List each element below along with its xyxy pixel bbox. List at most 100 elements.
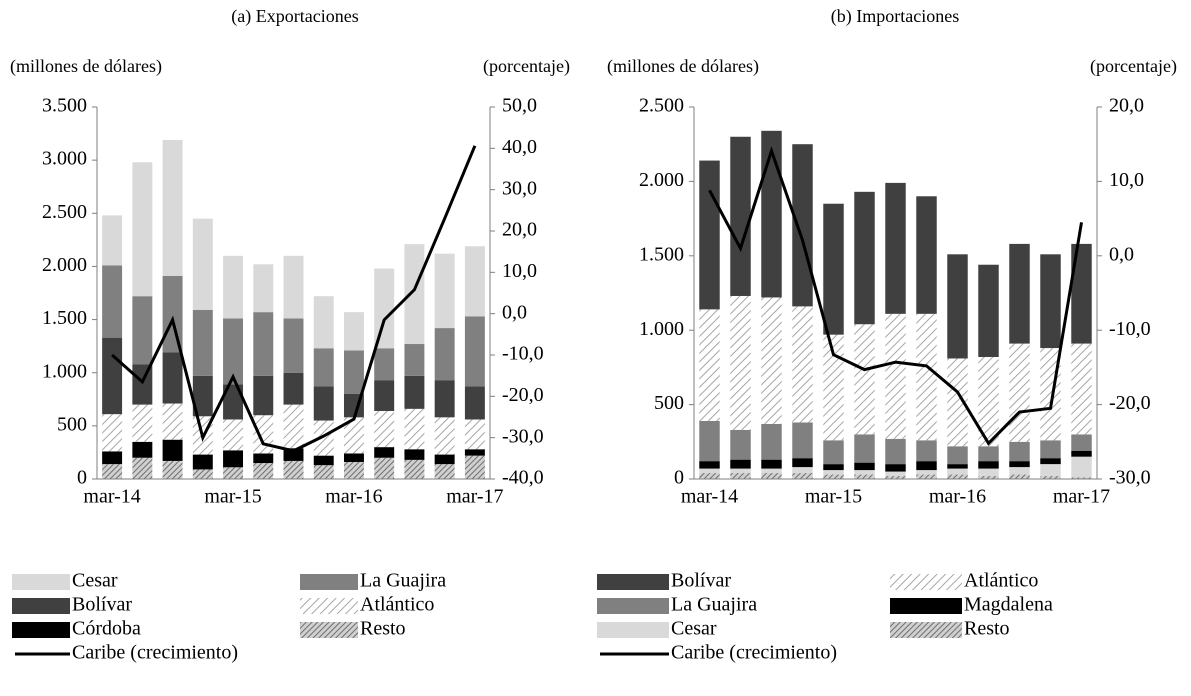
legend-label: La Guajira	[671, 594, 757, 616]
bar-segment	[283, 255, 304, 319]
bar-segment	[1040, 458, 1061, 465]
bar-segment	[978, 461, 999, 469]
bar-segment	[792, 467, 813, 474]
bar-segment	[283, 448, 304, 461]
bar-segment	[102, 414, 123, 452]
bar-segment	[253, 463, 274, 479]
bar-segment	[374, 348, 395, 381]
bar-segment	[916, 474, 937, 479]
bar-segment	[1071, 450, 1092, 457]
bar-segment	[761, 468, 782, 474]
bar-segment	[374, 268, 395, 349]
bar-segment	[192, 218, 213, 311]
bar-segment	[1040, 464, 1061, 477]
bar-segment	[434, 380, 455, 418]
bar-segment	[947, 474, 968, 479]
bar-segment	[404, 408, 425, 450]
y-tick-label: 500	[654, 392, 684, 414]
y2-tick-label: 20,0	[502, 219, 537, 241]
y2-tick-label: 10,0	[1109, 169, 1144, 191]
y-tick-label: 1.500	[42, 307, 87, 329]
bar-segment	[823, 470, 844, 475]
bar-segment	[854, 474, 875, 479]
legend-label: Cesar	[72, 570, 118, 592]
y2-tick-label: 0,0	[502, 301, 527, 323]
bar-segment	[1009, 441, 1030, 462]
bar-segment	[253, 312, 274, 376]
bar-segment	[132, 457, 153, 479]
legend-label: Cesar	[671, 618, 717, 640]
bar-segment	[223, 255, 244, 319]
legend-label: Resto	[964, 618, 1010, 640]
bar-segment	[192, 469, 213, 479]
bar-segment	[916, 313, 937, 441]
y-tick-label: 3.500	[42, 95, 87, 117]
x-tick-label: mar-16	[929, 486, 986, 508]
bar-segment	[916, 196, 937, 314]
bar-segment	[102, 464, 123, 479]
y-tick-label: 2.000	[42, 254, 87, 276]
bar-segment	[313, 465, 334, 479]
bar-segment	[916, 461, 937, 471]
bar-segment	[699, 468, 720, 474]
bar-segment	[253, 415, 274, 454]
y2-axis-label: (porcentaje)	[483, 56, 570, 77]
y2-tick-label: -40,0	[502, 467, 544, 489]
bar-segment	[343, 312, 364, 351]
bar-segment	[192, 375, 213, 417]
y2-tick-label: -10,0	[502, 343, 544, 365]
legend-swatch	[12, 598, 70, 614]
y2-tick-label: 30,0	[502, 177, 537, 199]
bar-segment	[313, 296, 334, 349]
y2-tick-label: 40,0	[502, 136, 537, 158]
bar-segment	[313, 420, 334, 456]
y-tick-label: 0	[674, 467, 684, 489]
bar-segment	[253, 264, 274, 313]
legend-label: Bolívar	[671, 570, 731, 592]
bar-segment	[947, 446, 968, 465]
bar-segment	[730, 473, 751, 479]
bar-segment	[1009, 243, 1030, 344]
bar-segment	[730, 468, 751, 474]
bar-segment	[1040, 476, 1061, 479]
y-tick-label: 500	[57, 413, 87, 435]
bar-segment	[947, 358, 968, 447]
bar-segment	[404, 344, 425, 376]
bar-segment	[253, 375, 274, 416]
bar-segment	[792, 473, 813, 479]
legend-swatch	[597, 598, 669, 614]
bar-segment	[283, 404, 304, 449]
bar-segment	[283, 460, 304, 479]
bar-segment	[223, 450, 244, 468]
y2-axis-label: (porcentaje)	[1090, 56, 1177, 77]
y-tick-label: 2.000	[639, 169, 684, 191]
bar-segment	[854, 324, 875, 435]
bar-segment	[761, 130, 782, 298]
bar-segment	[885, 182, 906, 314]
y2-tick-label: 20,0	[1109, 95, 1144, 117]
legend-label: Atlántico	[964, 570, 1038, 592]
bar-segment	[102, 451, 123, 465]
y-axis-label: (millones de dólares)	[607, 56, 759, 77]
legend-label: Córdoba	[72, 618, 141, 640]
chart-title: (a) Exportaciones	[231, 6, 358, 27]
bar-segment	[823, 203, 844, 335]
bar-segment	[885, 464, 906, 472]
legend-swatch	[12, 622, 70, 638]
bar-segment	[404, 375, 425, 409]
bar-segment	[978, 476, 999, 479]
legend-swatch	[890, 574, 962, 590]
bar-segment	[464, 386, 485, 420]
bar-segment	[730, 136, 751, 296]
bar-segment	[978, 356, 999, 447]
y-tick-label: 1.000	[42, 360, 87, 382]
bar-segment	[916, 440, 937, 462]
legend-label: Caribe (crecimiento)	[671, 642, 837, 664]
bar-segment	[404, 459, 425, 479]
legend-swatch	[300, 622, 358, 638]
bar-segment	[792, 306, 813, 423]
bar-segment	[1009, 461, 1030, 468]
bar-segment	[404, 449, 425, 460]
